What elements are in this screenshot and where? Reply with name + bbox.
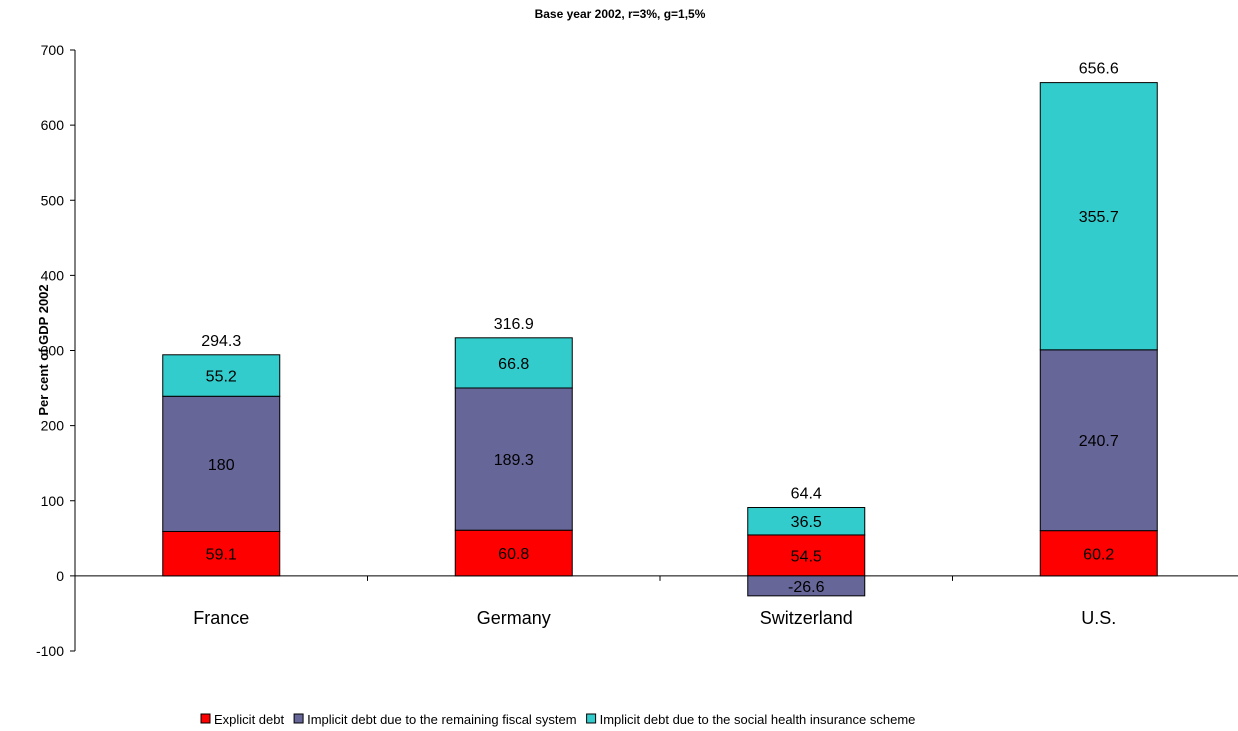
legend: Explicit debt Implicit debt due to the re… [200,712,916,727]
bar-segment [1039,349,1158,532]
y-tick-label: 600 [41,117,65,133]
legend-entry-label: Implicit debt due to the social health i… [600,712,916,727]
bar-total-label: 656.6 [1079,61,1119,78]
bar-segment [162,354,281,397]
y-axis-label: Per cent of GDP 2002 [36,284,51,415]
bar-segment [747,507,866,536]
legend-entry-label: Implicit debt due to the remaining fisca… [307,712,577,727]
plot-area: -100 0 100 200 300 400 500 600 700 59.1 180 55.2 294… [36,42,1238,659]
legend-swatch [586,713,597,724]
y-tick-label: 400 [41,267,65,283]
x-category-label: U.S. [1081,608,1116,628]
bar-total-label: 64.4 [791,486,822,503]
legend-swatch [200,713,211,724]
bar-total-label: 294.3 [201,333,241,350]
legend-entry-label: Explicit debt [214,712,284,727]
bar-segment [1039,82,1158,351]
legend-swatch [293,713,304,724]
y-tick-label: 500 [41,192,65,208]
bar-segment [162,395,281,532]
bar-value-label: 36.5 [791,514,822,531]
y-tick-label: -100 [36,643,64,659]
bar-value-label: 60.8 [498,546,529,563]
y-tick-label: 700 [41,42,65,58]
x-category-label: Switzerland [760,608,853,628]
bar-value-label: 240.7 [1079,433,1119,450]
bar-value-label: 189.3 [494,452,534,469]
y-tick-label: 0 [56,568,64,584]
bar-segment [162,530,281,577]
bar-value-label: 355.7 [1079,209,1119,226]
bar-value-label: 55.2 [206,369,237,386]
y-tick-label: 100 [41,493,65,509]
x-category-label: Germany [477,608,551,628]
bar-total-label: 316.9 [494,316,534,333]
x-category-label: France [193,608,249,628]
bar-value-label: 59.1 [206,547,237,564]
bar-value-label: 180 [208,457,235,474]
y-tick-label: 300 [41,343,65,359]
bar-segment [454,337,573,389]
bar-segment [747,575,866,597]
bar-value-label: 54.5 [791,548,822,565]
bar-value-label: 66.8 [498,356,529,373]
y-tick-label: 200 [41,418,65,434]
chart-subtitle: Base year 2002, r=3%, g=1,5% [535,7,706,21]
bar-segment [1039,530,1158,577]
bar-value-label: -26.6 [788,579,825,596]
bar-value-label: 60.2 [1083,546,1114,563]
